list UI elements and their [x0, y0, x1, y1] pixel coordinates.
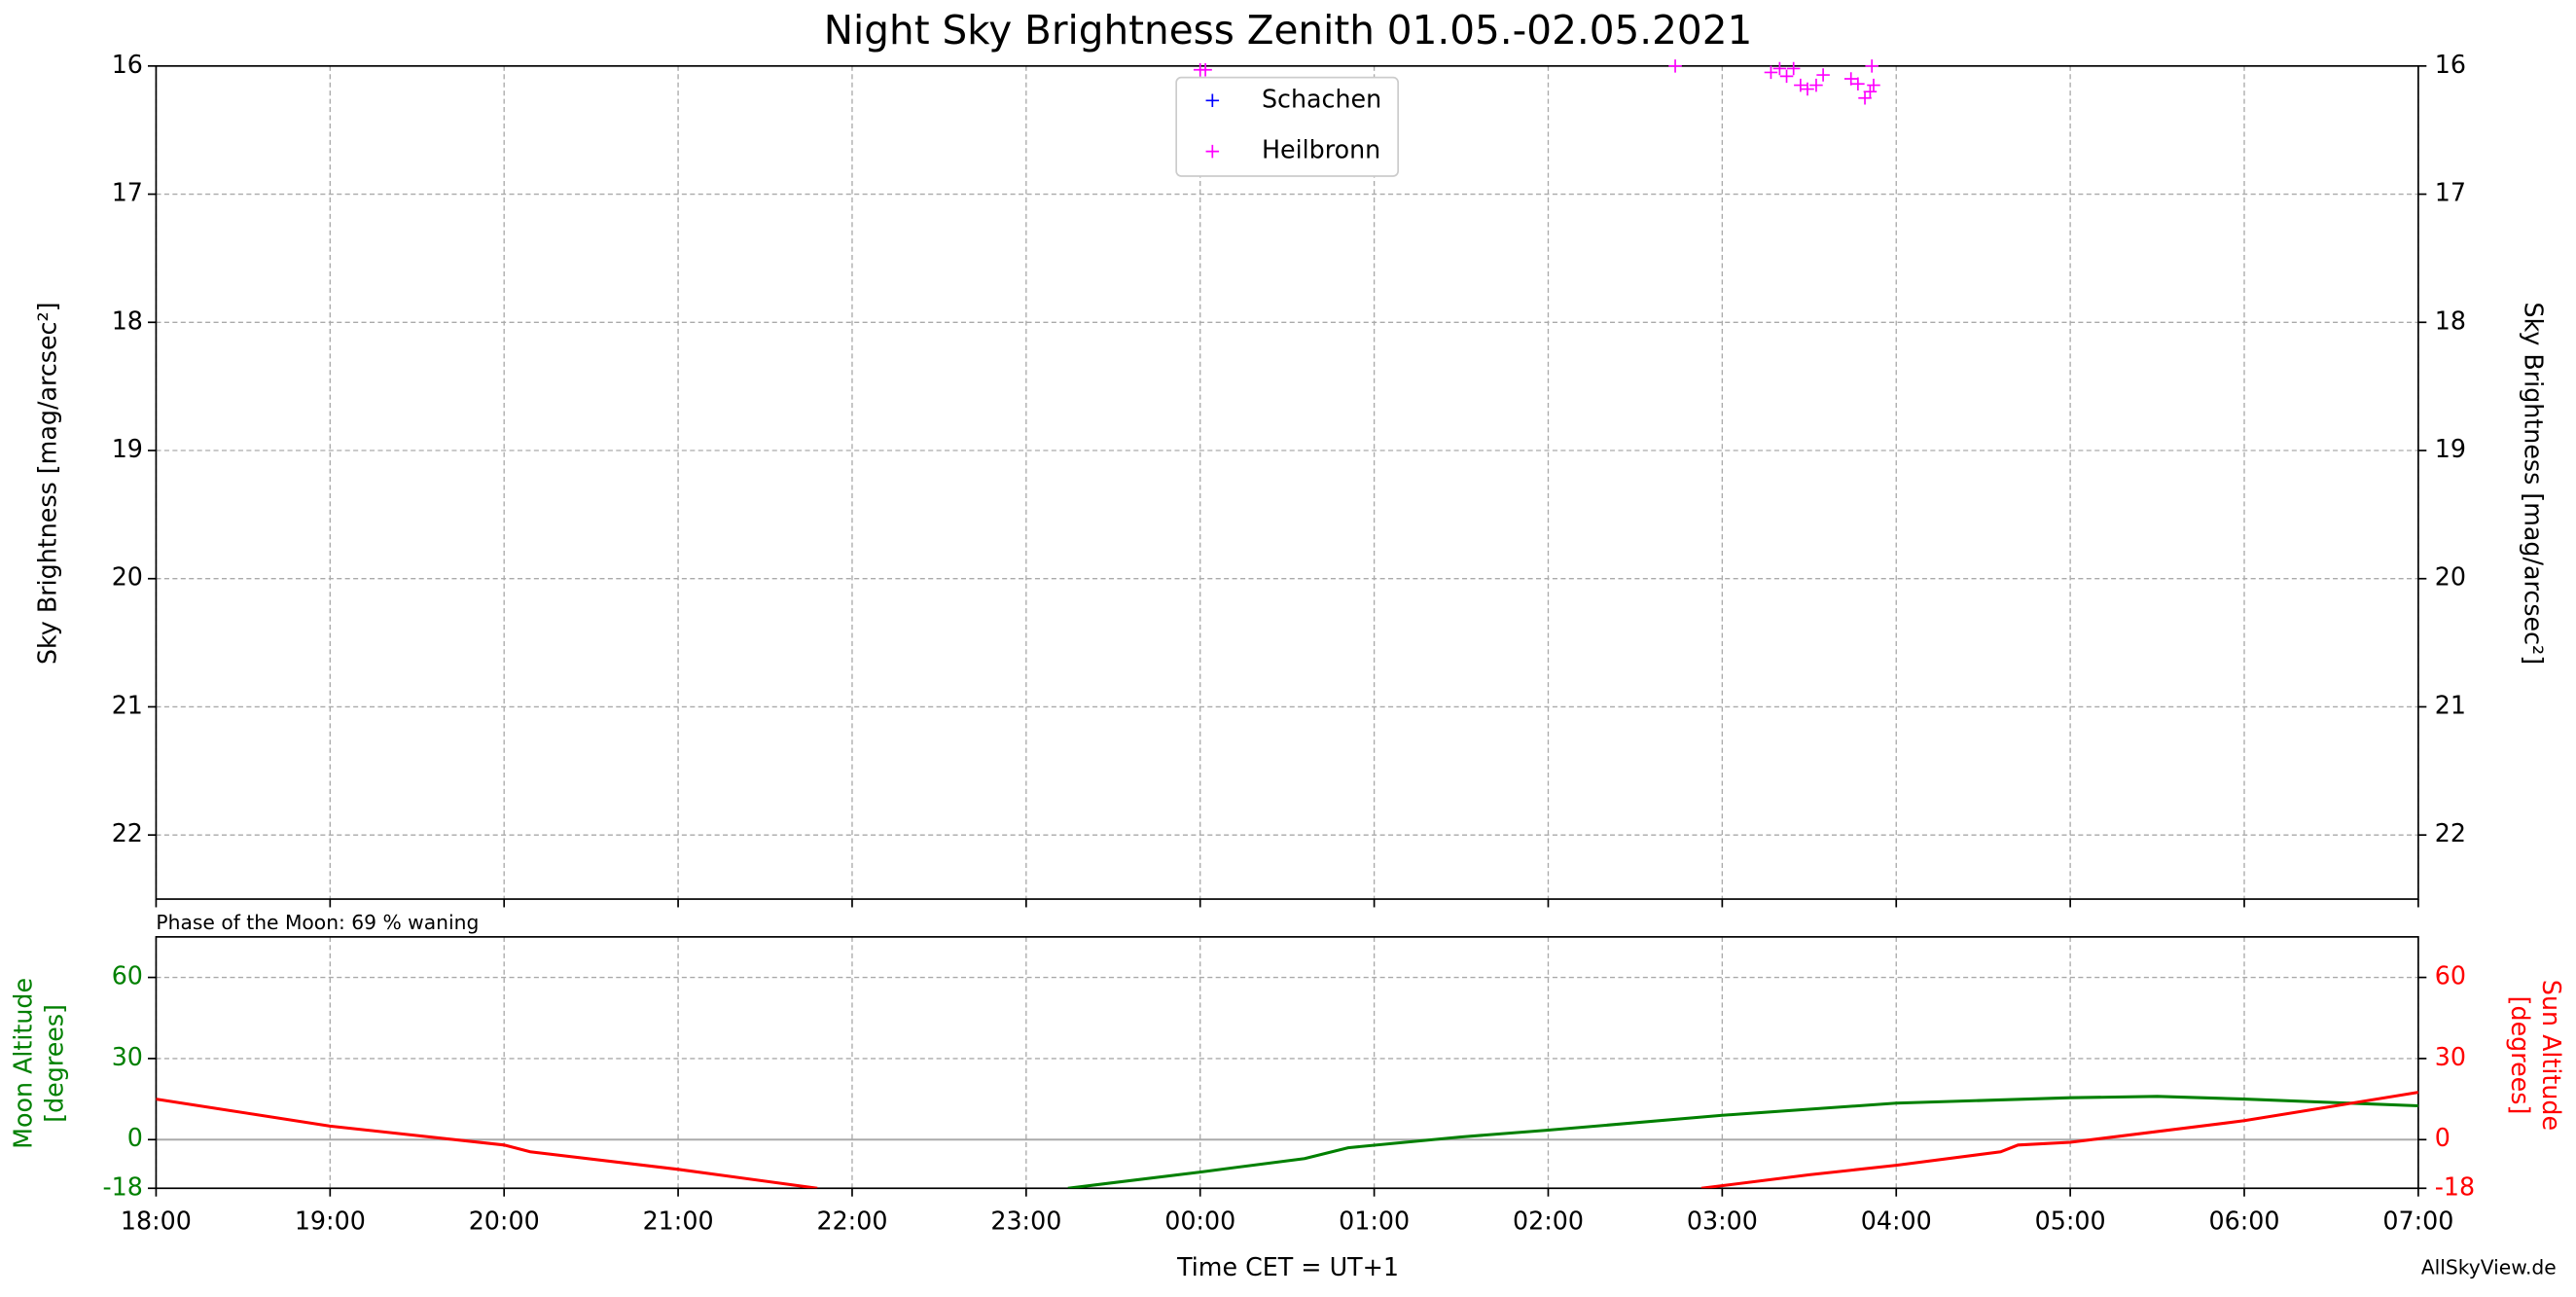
- x-tick-label: 01:00: [1339, 1207, 1410, 1236]
- y2-tick-label: 0: [2435, 1123, 2451, 1152]
- y-tick-label: 0: [127, 1123, 143, 1152]
- data-point: [1865, 59, 1878, 73]
- y2-tick-label: 18: [2435, 306, 2466, 335]
- y-tick-label: 30: [112, 1042, 143, 1071]
- y2-tick-label: 17: [2435, 178, 2466, 207]
- x-tick-label: 22:00: [816, 1207, 887, 1236]
- y-tick-label: 20: [112, 562, 143, 592]
- y2-tick-label: 30: [2435, 1042, 2466, 1071]
- data-point: [1863, 85, 1878, 98]
- x-tick-label: 04:00: [1861, 1207, 1932, 1236]
- data-point: [1801, 82, 1814, 96]
- x-tick-label: 19:00: [295, 1207, 366, 1236]
- legend-box: [1175, 76, 1399, 177]
- legend-label: Heilbronn: [1262, 135, 1380, 164]
- plot-frame: [155, 936, 2419, 1190]
- data-point: [1779, 69, 1794, 84]
- y-tick-label: 18: [112, 306, 143, 335]
- sun-axis-label: Sun Altitude: [2537, 980, 2566, 1131]
- x-axis-label: Time CET = UT+1: [1176, 1252, 1399, 1281]
- data-point: [1809, 78, 1823, 92]
- y2-tick-label: 22: [2435, 818, 2466, 847]
- data-point: [1794, 78, 1807, 92]
- y-tick-label: 22: [112, 818, 143, 847]
- x-tick-label: 06:00: [2208, 1207, 2279, 1236]
- moon-phase-annotation: Phase of the Moon: 69 % waning: [156, 911, 479, 934]
- x-tick-label: 18:00: [121, 1207, 192, 1236]
- x-tick-label: 03:00: [1687, 1207, 1758, 1236]
- data-point: [1843, 72, 1858, 86]
- x-tick-label: 02:00: [1513, 1207, 1584, 1236]
- data-point: [1199, 63, 1212, 77]
- data-point: [1668, 59, 1682, 73]
- sun-axis-label: [degrees]: [2506, 996, 2535, 1115]
- x-tick-label: 20:00: [469, 1207, 540, 1236]
- data-point: [1772, 61, 1787, 76]
- legend-marker: [1205, 144, 1220, 159]
- x-tick-label: 00:00: [1164, 1207, 1235, 1236]
- plot-frame: [155, 64, 2419, 900]
- data-point: [1851, 77, 1865, 91]
- chart-title: Night Sky Brightness Zenith 01.05.-02.05…: [824, 7, 1753, 54]
- data-point: [1867, 78, 1880, 92]
- y2-tick-label: 20: [2435, 562, 2466, 592]
- y-axis-label: Sky Brightness [mag/arcsec²]: [33, 302, 62, 665]
- y2-tick-label: 21: [2435, 690, 2466, 719]
- data-point: [1786, 61, 1801, 76]
- credit: AllSkyView.de: [2421, 1256, 2557, 1279]
- data-point: [1764, 65, 1778, 80]
- y2-tick-label: 16: [2435, 50, 2466, 79]
- line-series: [156, 1091, 2418, 1189]
- legend-label: Schachen: [1262, 84, 1381, 113]
- moon-axis-label: Moon Altitude: [8, 978, 37, 1149]
- y-tick-label: 21: [112, 690, 143, 719]
- x-tick-label: 23:00: [990, 1207, 1061, 1236]
- moon-axis-label: [degrees]: [39, 1004, 68, 1123]
- data-point: [1816, 68, 1830, 82]
- y2-tick-label: -18: [2435, 1171, 2475, 1201]
- y-tick-label: 60: [112, 961, 143, 991]
- y2-tick-label: 60: [2435, 961, 2466, 991]
- data-point: [1858, 91, 1872, 105]
- y-tick-label: 17: [112, 178, 143, 207]
- line-series: [1067, 1095, 2418, 1189]
- y-tick-label: 16: [112, 50, 143, 79]
- y2-tick-label: 19: [2435, 434, 2466, 463]
- x-tick-label: 07:00: [2382, 1207, 2453, 1236]
- x-tick-label: 05:00: [2035, 1207, 2106, 1236]
- x-tick-label: 21:00: [643, 1207, 714, 1236]
- y2-axis-label: Sky Brightness [mag/arcsec²]: [2519, 302, 2548, 665]
- legend-marker: [1205, 93, 1220, 108]
- y-tick-label: -18: [103, 1171, 143, 1201]
- plot-lines: [156, 1091, 2418, 1189]
- y-tick-label: 19: [112, 434, 143, 463]
